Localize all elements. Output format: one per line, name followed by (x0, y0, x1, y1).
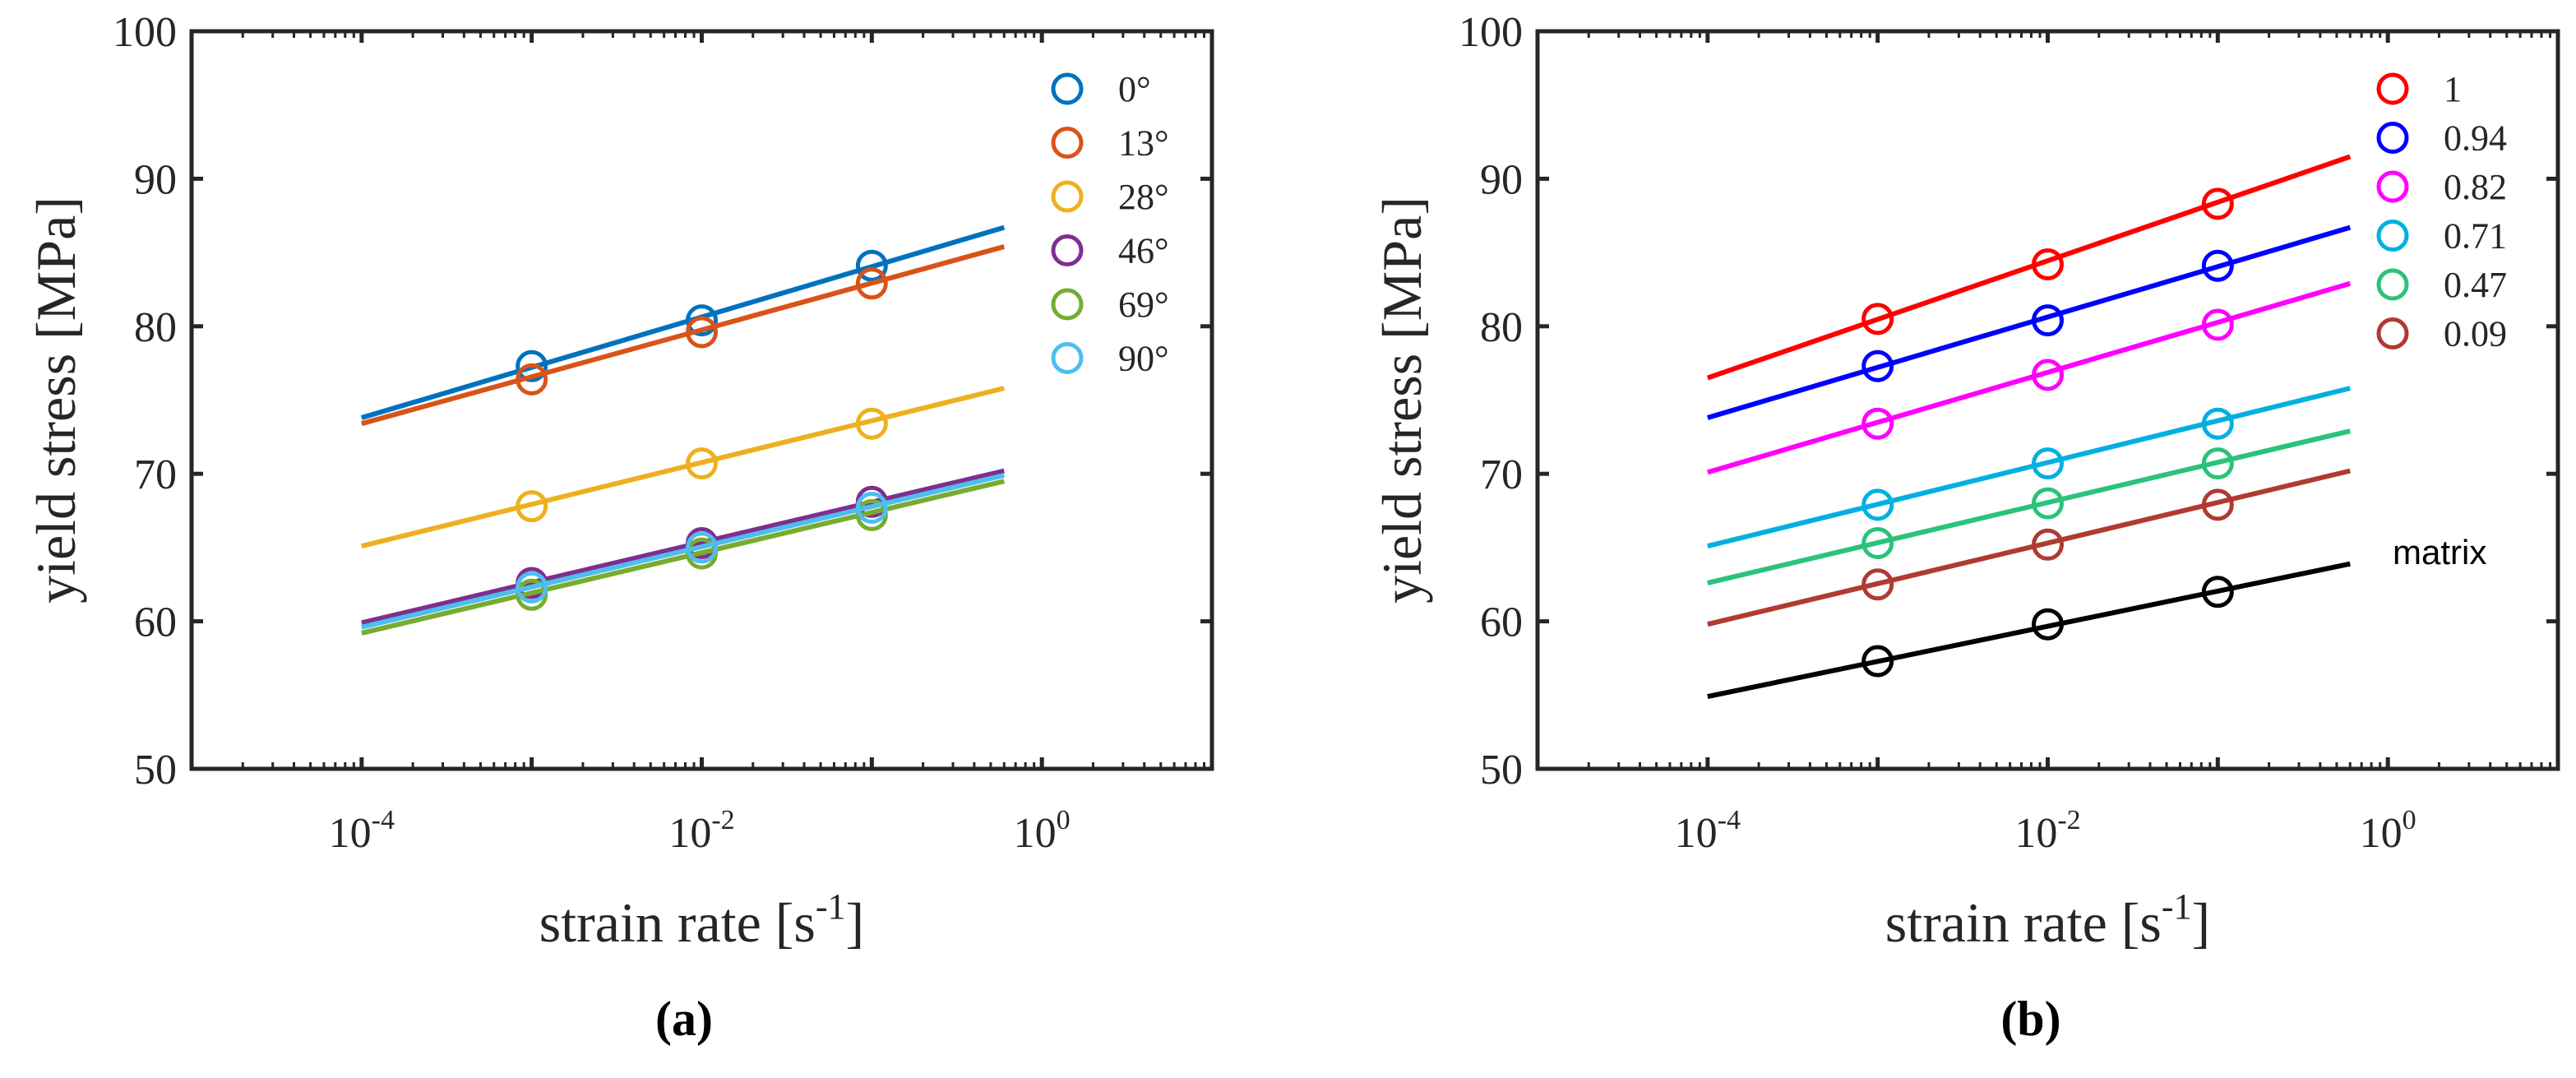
panel-b-series-1-point (2201, 249, 2234, 282)
panel-a-series-2-point (516, 490, 548, 523)
panel-b-series-5-point (1861, 568, 1894, 601)
panel-a-series-2-fit-line (361, 386, 1005, 549)
panel-b-ytick-label: 80 (1480, 304, 1523, 351)
panel-a-series-0-fit-line (360, 224, 1006, 420)
panel-b-legend-marker (2376, 317, 2409, 349)
panel-a-legend-label: 69° (1118, 285, 1169, 325)
panel-a-ylabel: yield stress [MPa] (25, 197, 87, 604)
panel-b-xlabel: strain rate [s-1] (1885, 886, 2210, 954)
panel-b-series-2-point (1861, 407, 1894, 440)
panel-a-series-5-point (686, 531, 718, 564)
panel-b-series-4-point (2201, 447, 2234, 480)
panel-b-caption: (b) (2000, 992, 2061, 1046)
panel-a-chart: 50 60 70 80 90 100 10-4 10-2 100 strain rate [s-1… (25, 9, 1214, 954)
panel-b-series-3-point (1861, 488, 1894, 521)
panel-a-series-0-point (855, 249, 888, 282)
panel-a-legend-marker (1051, 180, 1084, 213)
panel-b-series-3-fit-line (1707, 386, 2351, 549)
panel-a-xtick-label: 10-4 (329, 805, 395, 857)
panel-b-series-6-point (1861, 645, 1894, 678)
panel-a-xtick-label: 100 (1014, 805, 1071, 857)
panel-a-legend-label: 90° (1118, 339, 1169, 379)
panel-b-ylabel: yield stress [MPa] (1371, 197, 1433, 604)
panel-b-series-2-fit-line (1706, 280, 2352, 475)
panel-b-series-2-point (2201, 308, 2234, 341)
panel-a-series-1-point (516, 363, 548, 396)
panel-b-ytick-label: 60 (1480, 599, 1523, 646)
panel-b-series-0-point (2032, 248, 2064, 280)
panel-b-series-2-point (2032, 359, 2064, 391)
panel-a-legend-marker (1051, 288, 1084, 321)
panel-a-xtick-label: 10-2 (668, 805, 734, 857)
panel-b-series-5-point (2201, 488, 2234, 521)
panel-b-legend-marker (2376, 72, 2409, 105)
panel-b-series-1-point (1861, 349, 1894, 382)
panel-b-series-4-fit-line (1707, 428, 2351, 585)
panel-a-legend-marker (1051, 342, 1084, 374)
panel-a-legend-label: 0° (1118, 69, 1151, 109)
panel-a-ytick-label: 70 (134, 451, 177, 498)
panel-b-ytick-label: 90 (1480, 156, 1523, 203)
panel-b-series-6-point (2201, 576, 2234, 608)
panel-b-legend-label: 0.47 (2444, 265, 2507, 305)
panel-a-series-5-point (855, 491, 888, 524)
panel-b-legend-marker (2376, 122, 2409, 154)
panel-a-legend-label: 28° (1118, 177, 1169, 217)
panel-a-legend-label: 13° (1118, 123, 1169, 164)
panel-b-chart: 50 60 70 80 90 100 10-4 10-2 100 strain rate [s-1… (1371, 9, 2560, 954)
panel-b-series-6-fit-line (1707, 561, 2351, 700)
panel-a-series-2-point (855, 407, 888, 440)
panel-a-series-3-fit-line (361, 468, 1005, 626)
panel-a-ytick-label: 100 (113, 9, 177, 56)
panel-b-series-5-point (2032, 528, 2064, 561)
panel-b-series-5-fit-line (1707, 468, 2351, 627)
panel-a-series-0-point (516, 349, 548, 382)
panel-a-legend-label: 46° (1118, 231, 1169, 271)
panel-b-series-0-point (2201, 187, 2234, 220)
panel-a-axes-box (189, 29, 1214, 771)
panel-a-legend-marker (1051, 234, 1084, 266)
panel-b-legend-label: 0.82 (2444, 167, 2507, 207)
panel-b-legend-label: 0.94 (2444, 118, 2507, 159)
panel-b-xtick-label: 10-4 (1675, 805, 1741, 857)
panel-b-legend-marker (2376, 220, 2409, 252)
panel-b-series-0-fit-line (1706, 154, 2352, 381)
panel-b-series-0-point (1861, 303, 1894, 335)
panel-a-series-5-point (516, 571, 548, 604)
panel-a-ytick-label: 60 (134, 599, 177, 646)
panel-b-legend-label: 1 (2444, 69, 2462, 109)
panel-a-series-5-fit-line (361, 473, 1005, 630)
panel-a-legend-marker (1051, 127, 1084, 159)
panel-a-caption: (a) (655, 992, 713, 1046)
panel-b-series-1-point (2032, 304, 2064, 337)
panel-b-series-4-point (1861, 527, 1894, 560)
panel-b-ytick-label: 50 (1480, 747, 1523, 793)
panel-b-ytick-label: 100 (1459, 9, 1523, 56)
panel-a-legend-marker (1051, 72, 1084, 105)
panel-a-ytick-label: 50 (134, 747, 177, 793)
panel-b-ytick-label: 70 (1480, 451, 1523, 498)
panel-b-legend-marker (2376, 170, 2409, 203)
panel-a-series-0-point (686, 304, 718, 337)
panel-b-legend-marker (2376, 268, 2409, 301)
panel-b-xtick-label: 100 (2360, 805, 2416, 857)
panel-b-annotation: matrix (2393, 533, 2486, 571)
panel-b-series-3-point (2201, 407, 2234, 440)
panel-a-series-1-point (686, 316, 718, 349)
panel-a-xlabel: strain rate [s-1] (539, 886, 864, 954)
panel-b-legend-label: 0.09 (2444, 314, 2507, 354)
panel-a-series-1-fit-line (361, 244, 1006, 427)
panel-b-series-6-point (2032, 608, 2064, 641)
panel-a-ytick-label: 80 (134, 304, 177, 351)
panel-a-series-2-point (686, 447, 718, 480)
panel-a-series-1-point (855, 267, 888, 300)
panel-b-series-1-fit-line (1706, 224, 2352, 420)
panel-a-series-4-fit-line (361, 479, 1005, 636)
panel-b-xtick-label: 10-2 (2014, 805, 2080, 857)
panel-b-legend-label: 0.71 (2444, 216, 2507, 257)
panel-a-ytick-label: 90 (134, 156, 177, 203)
panel-b-series-3-point (2032, 447, 2064, 480)
panel-b-series-4-point (2032, 487, 2064, 520)
